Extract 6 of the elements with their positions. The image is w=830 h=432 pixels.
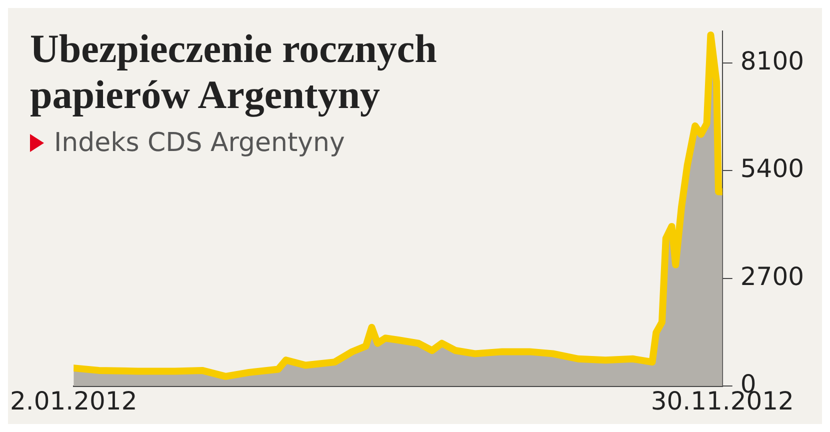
y-tick-label: 8100 (740, 46, 804, 76)
y-tick-label: 2700 (740, 262, 804, 291)
text: Ubezpieczenie rocznych papierów Argentyny (30, 26, 438, 118)
x-tick-label: 2.01.2012 (10, 386, 138, 416)
y-tick-label: 5400 (740, 154, 804, 184)
text: Indeks CDS Argentyny (54, 128, 345, 158)
